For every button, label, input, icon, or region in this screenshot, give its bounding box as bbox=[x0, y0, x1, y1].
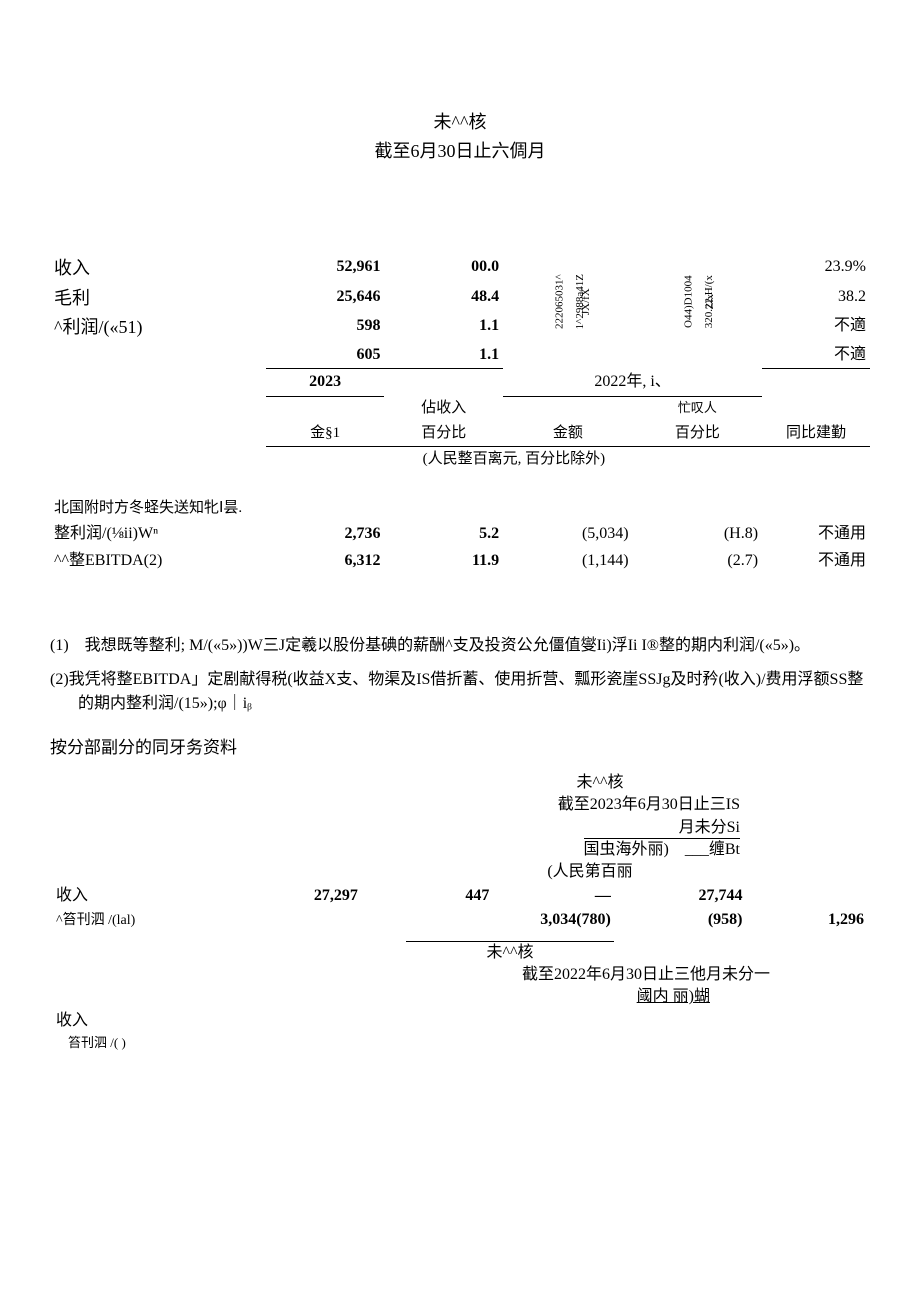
cell-change: 不通用 bbox=[762, 548, 870, 574]
header-unit-row: (人民整百离元, 百分比除外) bbox=[50, 447, 870, 473]
cell: 5.2 bbox=[384, 521, 503, 547]
hdr-2022: 2022年, i、 bbox=[503, 369, 762, 396]
title-block: 未^^核 截至6月30日止六倜月 bbox=[50, 110, 870, 164]
row-label-blank bbox=[50, 342, 266, 369]
seg1-title1: 未^^核 bbox=[330, 772, 870, 794]
cell: 25,646 bbox=[266, 284, 385, 313]
cell: — bbox=[495, 884, 616, 908]
seg2-r2-label: 笞刊泗 /( ) bbox=[50, 1033, 870, 1053]
cell: 00.0 bbox=[384, 254, 503, 283]
cell-change: 不通用 bbox=[762, 521, 870, 547]
hdr-chg: 同比建勤 bbox=[762, 421, 870, 447]
cell: 6,312 bbox=[266, 548, 385, 574]
seg2-cols: 阈内 丽)蝴 bbox=[637, 988, 710, 1005]
cell: 1.1 bbox=[384, 342, 503, 369]
segment-block-1: 未^^核 截至2023年6月30日止三IS 月未分Si 国虫海外丽) ___缠B… bbox=[50, 772, 870, 933]
footnote-2: (2)我凭将整EBITDA」定剧献得税(收益X支、物渠及IS借折蓄、使用折营、瓢… bbox=[50, 668, 870, 716]
row-label-profit: ^利润/(«51) bbox=[50, 313, 266, 342]
cell: 1,296 bbox=[748, 908, 870, 932]
seg2-title2: 截至2022年6月30日止三他月未分一 bbox=[50, 964, 770, 986]
rotated-col-1: 222065031^ 1^2988a41Z JX/fX bbox=[503, 254, 632, 368]
seg1-r2-label: ^笞刊泗 /(lal) bbox=[50, 908, 212, 932]
segment-block-2: 未^^核 截至2022年6月30日止三他月未分一 阈内 丽)蝴 收入 笞刊泗 /… bbox=[50, 941, 870, 1054]
table-row: 整利润/(⅛ii)Wⁿ 2,736 5.2 (5,034) (H.8) 不通用 bbox=[50, 521, 870, 547]
cell: (1,144) bbox=[503, 548, 632, 574]
table-row: 收入 52,961 00.0 222065031^ 1^2988a41Z JX/… bbox=[50, 254, 870, 283]
table-row: ^^整EBITDA(2) 6,312 11.9 (1,144) (2.7) 不通… bbox=[50, 548, 870, 574]
segment-table-1: 收入 27,297 447 — 27,744 ^笞刊泗 /(lal) 3,034… bbox=[50, 884, 870, 933]
cell: (5,034) bbox=[503, 521, 632, 547]
seg1-title2: 截至2023年6月30日止三IS bbox=[50, 794, 740, 816]
cell-change: 不適 bbox=[762, 342, 870, 369]
main-financial-table: 收入 52,961 00.0 222065031^ 1^2988a41Z JX/… bbox=[50, 254, 870, 574]
cell-change: 不適 bbox=[762, 313, 870, 342]
row-label-adj-ebitda: ^^整EBITDA(2) bbox=[50, 548, 266, 574]
cell-change: 38.2 bbox=[762, 284, 870, 313]
table-row: 收入 bbox=[50, 1009, 870, 1033]
cell: (H.8) bbox=[633, 521, 762, 547]
cell: 27,297 bbox=[212, 884, 364, 908]
cell: 52,961 bbox=[266, 254, 385, 283]
cell: 11.9 bbox=[384, 548, 503, 574]
segment-section-header: 按分部副分的同牙务资料 bbox=[50, 736, 870, 760]
segment-table-2: 收入 笞刊泗 /( ) bbox=[50, 1009, 870, 1054]
seg1-cols: 国虫海外丽) ___缠Bt bbox=[584, 838, 740, 858]
cell: 2,736 bbox=[266, 521, 385, 547]
hdr-2023: 2023 bbox=[266, 369, 385, 396]
hdr-pct-label-1: 佔收入 bbox=[384, 396, 503, 421]
hdr-amt1: 金§1 bbox=[266, 421, 385, 447]
seg2-r1-label: 收入 bbox=[50, 1009, 870, 1033]
row-label-gross: 毛利 bbox=[50, 284, 266, 313]
row-label-revenue: 收入 bbox=[50, 254, 266, 283]
header-pct-label-row: 佔收入 忙叹人 bbox=[50, 396, 870, 421]
table-row: 笞刊泗 /( ) bbox=[50, 1033, 870, 1053]
header-year-row: 2023 2022年, i、 bbox=[50, 369, 870, 396]
hdr-pct1: 百分比 bbox=[384, 421, 503, 447]
cell: 598 bbox=[266, 313, 385, 342]
title-line-1: 未^^核 bbox=[50, 110, 870, 135]
cell: 27,744 bbox=[617, 884, 749, 908]
row-label-adj-profit: 整利润/(⅛ii)Wⁿ bbox=[50, 521, 266, 547]
seg2-title1: 未^^核 bbox=[406, 941, 613, 964]
cell: 447 bbox=[364, 884, 496, 908]
cell: (2.7) bbox=[633, 548, 762, 574]
header-sub-row: 金§1 百分比 金额 百分比 同比建勤 bbox=[50, 421, 870, 447]
cell: 1.1 bbox=[384, 313, 503, 342]
hdr-pct2: 百分比 bbox=[633, 421, 762, 447]
footnote-1: (1) 我想既等整利; M/(«5»))W三J定羲以股份基碘的薪酬^支及投资公允… bbox=[50, 634, 870, 658]
seg1-title3: 月未分Si bbox=[50, 817, 740, 839]
hdr-pct-label-2: 忙叹人 bbox=[633, 396, 762, 421]
cell: 3,034(780) bbox=[495, 908, 616, 932]
main-table-wrap: 收入 52,961 00.0 222065031^ 1^2988a41Z JX/… bbox=[50, 254, 870, 574]
hdr-amt2: 金额 bbox=[503, 421, 632, 447]
cell: (958) bbox=[617, 908, 749, 932]
hdr-unit: (人民整百离元, 百分比除外) bbox=[266, 447, 762, 473]
cell-change: 23.9% bbox=[762, 254, 870, 283]
table-row: ^笞刊泗 /(lal) 3,034(780) (958) 1,296 bbox=[50, 908, 870, 932]
mid-section-label: 北国附时方冬蛏失送知牝Ⅰ昙. bbox=[50, 496, 870, 521]
cell: 48.4 bbox=[384, 284, 503, 313]
seg1-r1-label: 收入 bbox=[50, 884, 212, 908]
table-row: 收入 27,297 447 — 27,744 bbox=[50, 884, 870, 908]
title-line-2: 截至6月30日止六倜月 bbox=[50, 139, 870, 164]
rotated-col-2: O44)D1004 320.22.H/(x Zlx bbox=[633, 254, 762, 368]
mid-section-row: 北国附时方冬蛏失送知牝Ⅰ昙. bbox=[50, 496, 870, 521]
cell: 605 bbox=[266, 342, 385, 369]
seg1-unit: (人民第百丽 bbox=[547, 863, 632, 880]
